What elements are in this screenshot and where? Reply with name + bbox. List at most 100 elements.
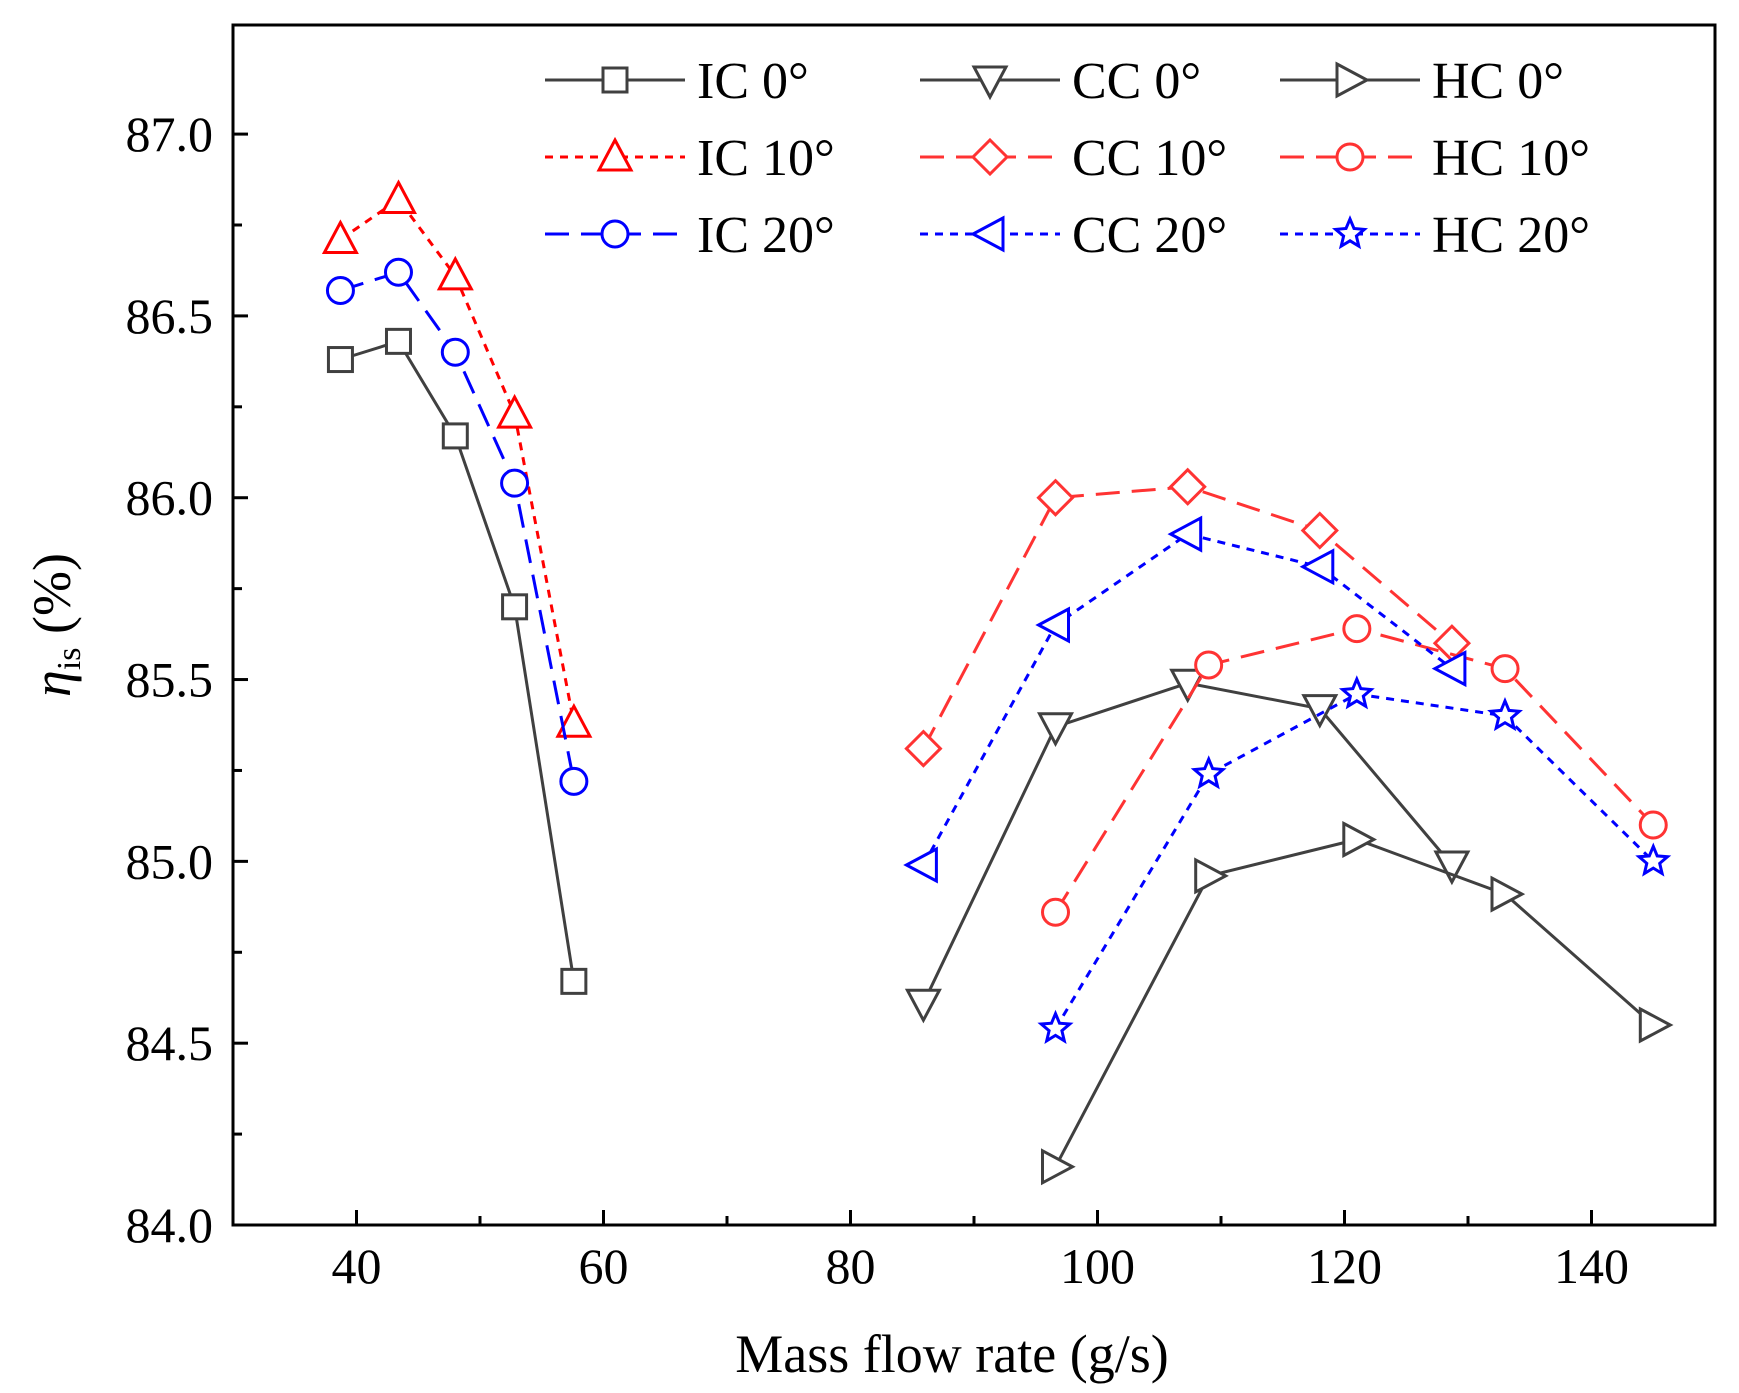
y-tick-label-86.0: 86.0 bbox=[126, 470, 214, 526]
legend-marker-hc-20deg bbox=[1331, 215, 1369, 250]
legend-label-cc-10deg: CC 10° bbox=[1072, 130, 1227, 187]
legend-marker-cc-10deg bbox=[970, 137, 1010, 177]
legend-entry-hc-10deg: HC 10° bbox=[1280, 130, 1590, 187]
data-point-hc-0deg-5 bbox=[1638, 1006, 1674, 1044]
data-point-ic-0deg-4 bbox=[501, 593, 529, 621]
data-point-cc-0deg-4 bbox=[1301, 694, 1339, 729]
x-tick-label-40: 40 bbox=[332, 1238, 382, 1294]
y-tick-label-86.5: 86.5 bbox=[126, 288, 214, 344]
data-point-hc-10deg-4 bbox=[1490, 654, 1520, 684]
data-point-cc-0deg-1 bbox=[904, 988, 942, 1024]
data-point-ic-20deg-4 bbox=[500, 468, 530, 498]
marks-layer bbox=[321, 179, 1674, 1186]
y-tick-label-87.0: 87.0 bbox=[126, 106, 214, 162]
data-point-ic-0deg-5 bbox=[560, 967, 588, 995]
x-tick-label-60: 60 bbox=[579, 1238, 629, 1294]
data-point-cc-10deg-2 bbox=[1036, 478, 1075, 517]
data-point-cc-20deg-1 bbox=[903, 846, 938, 884]
legend-entry-ic-0deg: IC 0° bbox=[545, 53, 809, 110]
data-point-ic-10deg-3 bbox=[436, 255, 474, 291]
legend-label-ic-20deg: IC 20° bbox=[697, 207, 835, 264]
series-cc-0deg bbox=[904, 668, 1471, 1024]
legend-entry-ic-20deg: IC 20° bbox=[545, 207, 835, 264]
data-point-hc-10deg-1 bbox=[1041, 897, 1071, 927]
data-point-hc-20deg-1 bbox=[1037, 1009, 1074, 1044]
legend-marker-ic-10deg bbox=[596, 136, 634, 172]
y-axis-title: ηis (%) bbox=[22, 553, 88, 697]
data-point-hc-0deg-2 bbox=[1194, 857, 1229, 895]
data-point-hc-0deg-1 bbox=[1041, 1148, 1076, 1186]
data-point-cc-0deg-2 bbox=[1037, 712, 1074, 747]
legend-entry-hc-20deg: HC 20° bbox=[1280, 207, 1590, 264]
legend-marker-ic-0deg bbox=[601, 66, 629, 94]
data-point-hc-0deg-3 bbox=[1342, 821, 1377, 858]
data-point-ic-10deg-1 bbox=[321, 219, 359, 254]
legend-label-hc-20deg: HC 20° bbox=[1432, 207, 1590, 264]
legend-marker-ic-20deg bbox=[600, 219, 630, 249]
series-hc-20deg bbox=[1037, 675, 1672, 1044]
data-point-hc-10deg-2 bbox=[1194, 650, 1224, 680]
y-axis-symbol: η bbox=[22, 670, 82, 697]
data-point-ic-10deg-2 bbox=[380, 179, 417, 214]
x-ticks-layer: 40 60 80 100 120 140 bbox=[231, 1210, 1717, 1294]
y-axis-unit: (%) bbox=[22, 553, 82, 647]
data-point-ic-0deg-2 bbox=[384, 327, 412, 355]
legend-entry-cc-0deg: CC 0° bbox=[920, 53, 1201, 110]
y-tick-label-85.5: 85.5 bbox=[126, 652, 214, 708]
data-point-hc-20deg-4 bbox=[1487, 696, 1523, 732]
x-axis-title: Mass flow rate (g/s) bbox=[735, 1324, 1168, 1384]
data-point-cc-20deg-4 bbox=[1299, 548, 1335, 586]
x-tick-label-120: 120 bbox=[1307, 1238, 1382, 1294]
legend-label-hc-0deg: HC 0° bbox=[1432, 53, 1564, 110]
x-tick-label-80: 80 bbox=[826, 1238, 876, 1294]
data-point-cc-10deg-1 bbox=[904, 729, 943, 768]
y-tick-label-84.5: 84.5 bbox=[126, 1015, 214, 1071]
data-point-ic-20deg-2 bbox=[383, 257, 413, 287]
data-point-cc-10deg-3 bbox=[1168, 467, 1207, 506]
data-point-ic-20deg-3 bbox=[440, 337, 470, 367]
y-ticks-layer: 84.0 84.5 85.0 85.5 86.0 86.5 87.0 bbox=[126, 106, 248, 1253]
series-hc-0deg bbox=[1041, 821, 1674, 1186]
series-hc-10deg bbox=[1041, 614, 1668, 927]
legend-entry-ic-10deg: IC 10° bbox=[545, 130, 835, 187]
y-tick-label-84.0: 84.0 bbox=[126, 1197, 214, 1253]
data-point-cc-20deg-3 bbox=[1167, 515, 1203, 553]
data-point-ic-0deg-3 bbox=[441, 422, 469, 450]
data-point-cc-20deg-2 bbox=[1035, 606, 1070, 644]
series-line-cc-20deg bbox=[922, 532, 1453, 866]
series-ic-10deg bbox=[321, 179, 593, 738]
series-cc-10deg bbox=[904, 467, 1472, 768]
data-point-cc-20deg-5 bbox=[1431, 650, 1467, 688]
series-ic-0deg bbox=[326, 327, 588, 995]
data-point-ic-10deg-4 bbox=[496, 393, 534, 429]
y-axis-subscript: is bbox=[51, 647, 88, 670]
series-ic-20deg bbox=[325, 257, 589, 796]
data-point-ic-20deg-1 bbox=[325, 275, 355, 305]
data-point-hc-10deg-3 bbox=[1342, 614, 1372, 644]
legend-label-cc-20deg: CC 20° bbox=[1072, 207, 1227, 264]
legend-label-ic-10deg: IC 10° bbox=[697, 130, 835, 187]
x-tick-label-100: 100 bbox=[1060, 1238, 1135, 1294]
legend-marker-cc-20deg bbox=[969, 215, 1005, 253]
legend-label-hc-10deg: HC 10° bbox=[1432, 130, 1590, 187]
data-point-ic-20deg-5 bbox=[559, 766, 589, 796]
data-point-cc-0deg-5 bbox=[1433, 850, 1471, 886]
legend-entry-cc-20deg: CC 20° bbox=[920, 207, 1227, 264]
data-point-hc-20deg-2 bbox=[1190, 755, 1227, 790]
legend-entry-hc-0deg: HC 0° bbox=[1280, 53, 1564, 110]
x-tick-label-140: 140 bbox=[1554, 1238, 1629, 1294]
data-point-hc-10deg-5 bbox=[1638, 810, 1668, 840]
data-point-hc-20deg-3 bbox=[1338, 675, 1375, 710]
series-cc-20deg bbox=[903, 515, 1467, 884]
legend-label-ic-0deg: IC 0° bbox=[697, 53, 809, 110]
data-point-hc-0deg-4 bbox=[1490, 875, 1526, 913]
data-point-ic-0deg-1 bbox=[326, 346, 354, 374]
legend-label-cc-0deg: CC 0° bbox=[1072, 53, 1201, 110]
legend-marker-hc-0deg bbox=[1335, 61, 1371, 99]
y-tick-label-85.0: 85.0 bbox=[126, 833, 214, 889]
data-point-ic-10deg-5 bbox=[555, 703, 593, 738]
legend: IC 0° CC 0° HC 0° IC 10° CC 10° HC 10° IC 20° C… bbox=[545, 53, 1590, 264]
